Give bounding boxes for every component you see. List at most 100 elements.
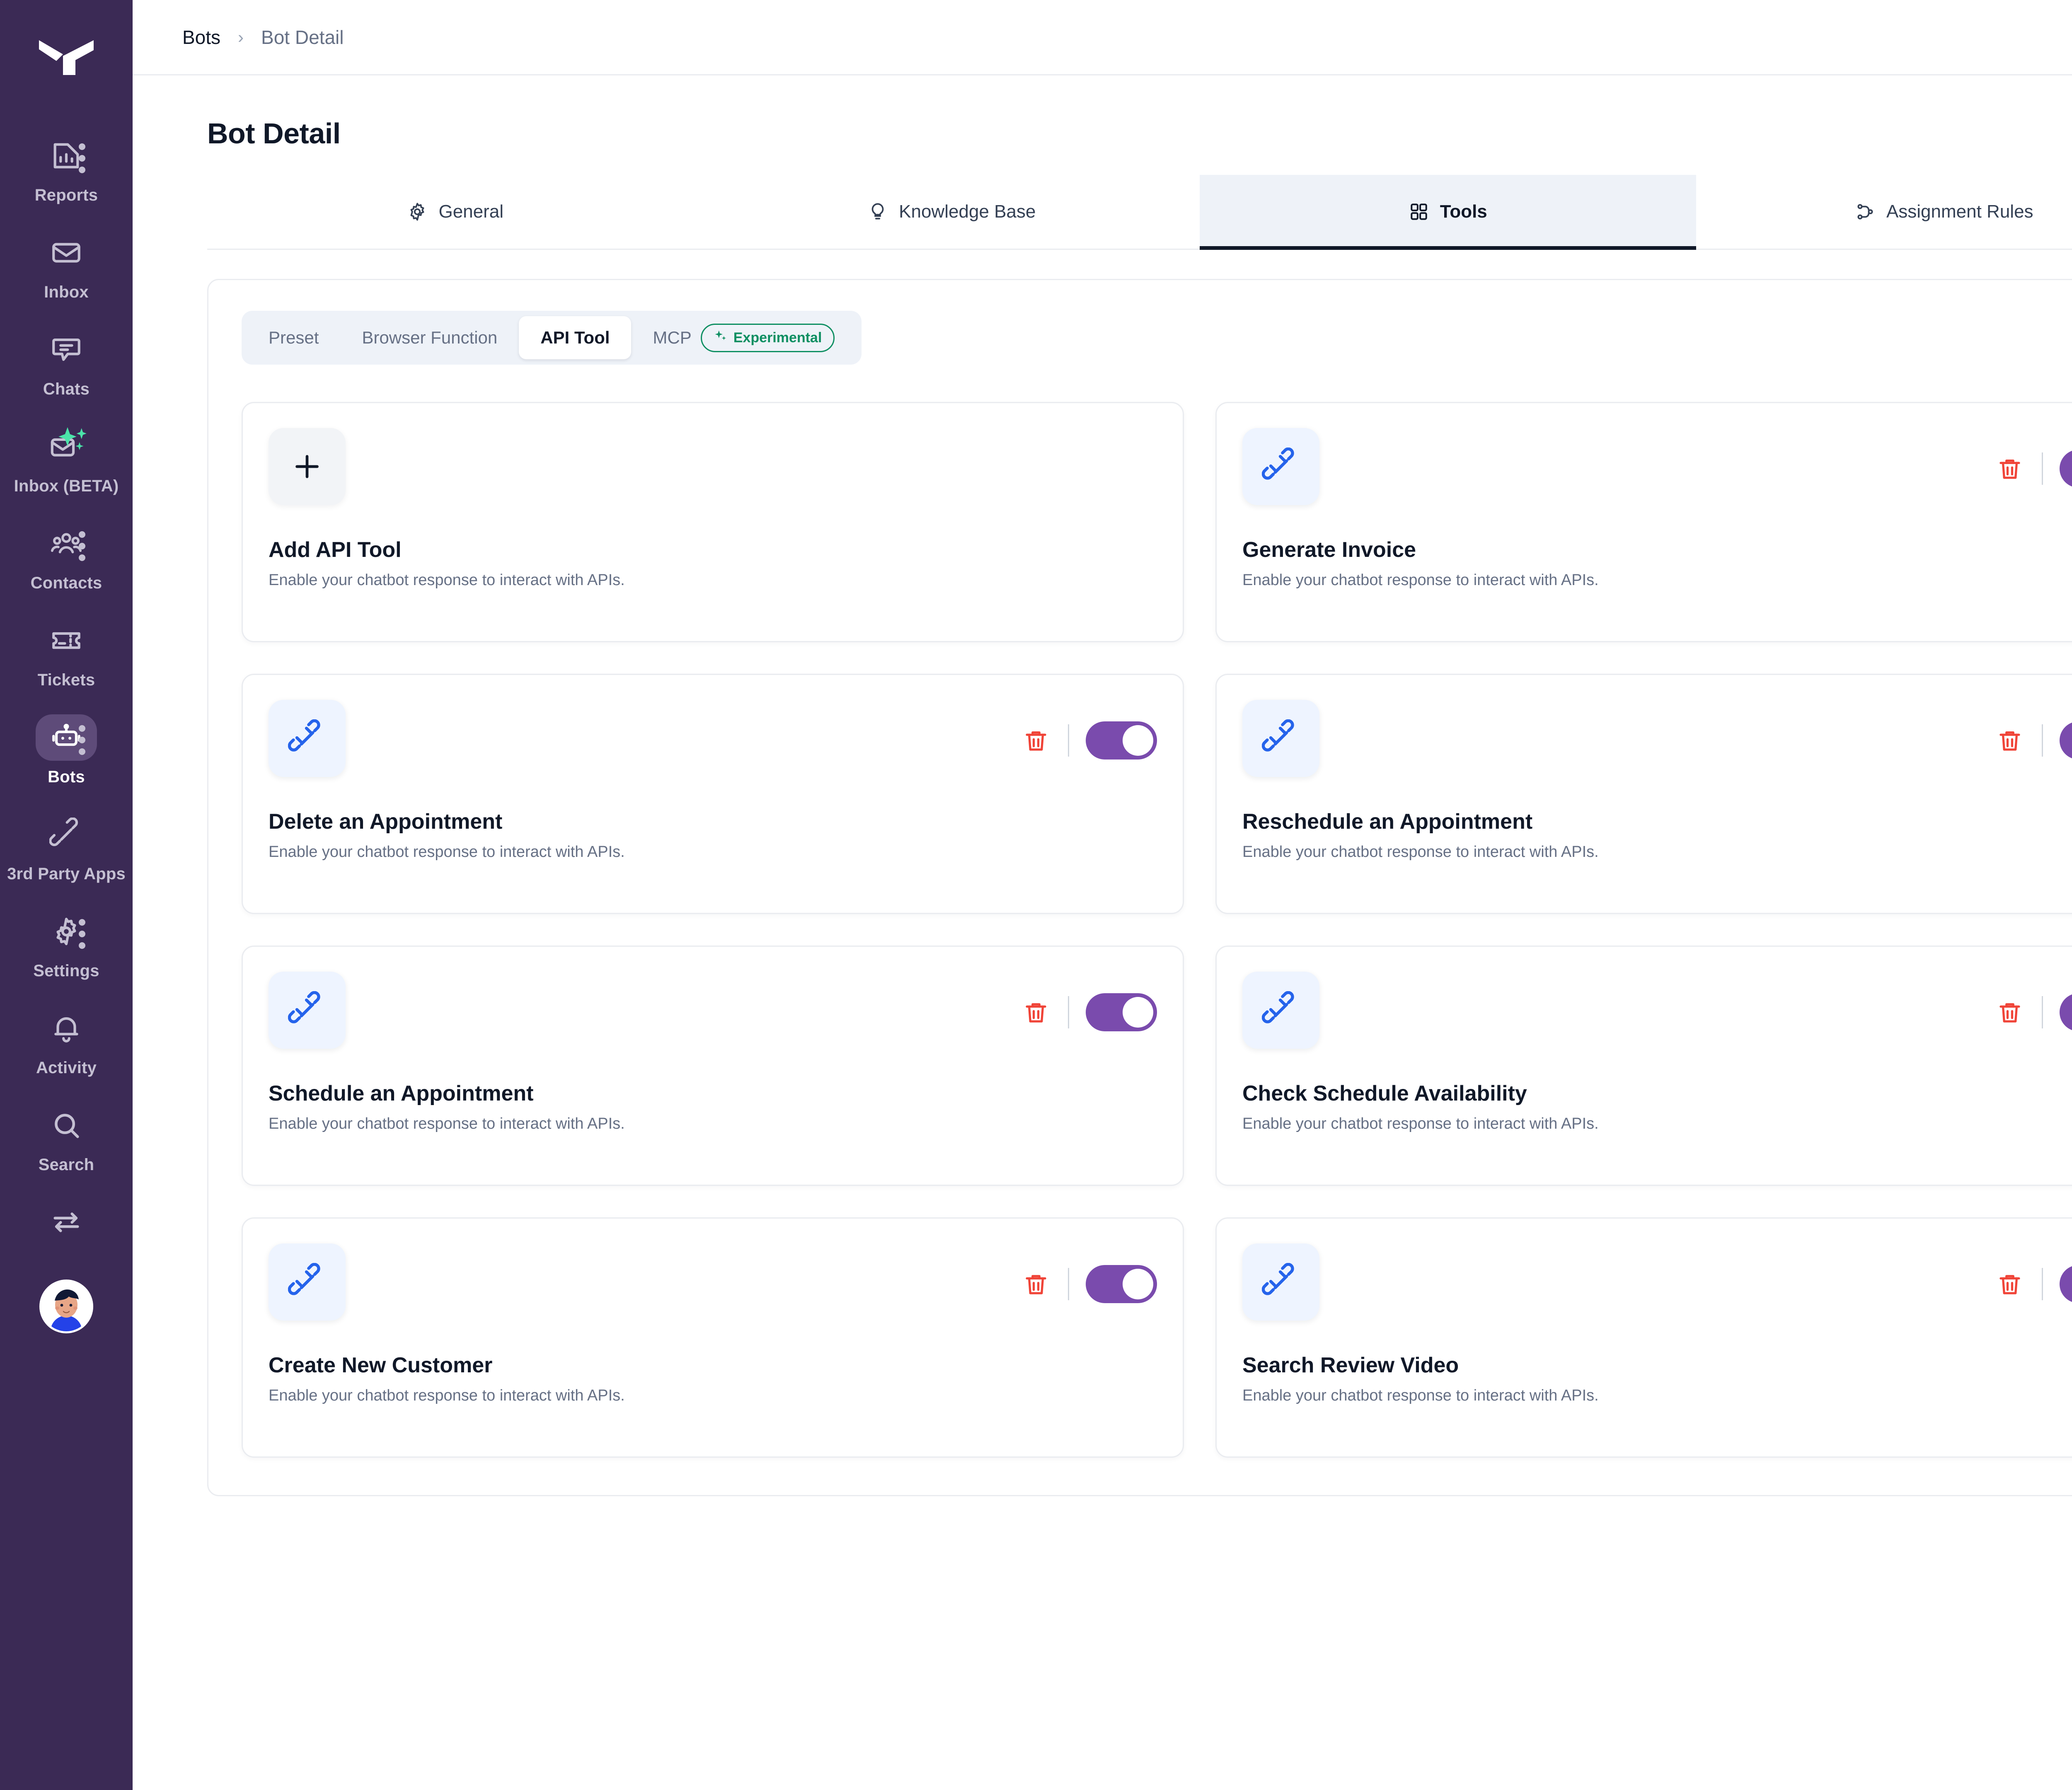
main-content: Bots › Bot Detail Bot Detail: [133, 0, 2072, 1790]
page-body: General Knowledge Base Tools: [133, 150, 2072, 1790]
sidebar-item-tickets[interactable]: Tickets: [0, 617, 133, 690]
page-header: Bot Detail: [133, 75, 2072, 150]
plug-icon: [36, 811, 97, 858]
plug-connector-icon: [1242, 700, 1319, 777]
sidebar-kebab-settings[interactable]: [79, 919, 85, 949]
tool-enable-toggle[interactable]: [1086, 993, 1157, 1031]
sidebar-item-bots[interactable]: Bots: [0, 714, 133, 787]
sidebar-item-label: Contacts: [30, 574, 102, 592]
sparkles-icon: [714, 329, 728, 347]
card-title: Generate Invoice: [1242, 538, 1416, 562]
chat-bubble-icon: [36, 327, 97, 373]
sidebar: Reports Inbox Chats: [0, 0, 133, 1790]
tab-label: General: [438, 201, 504, 222]
action-divider: [2042, 452, 2043, 485]
card-subtitle: Enable your chatbot response to interact…: [1242, 571, 1599, 589]
sidebar-item-search[interactable]: Search: [0, 1102, 133, 1175]
delete-tool-icon[interactable]: [1021, 725, 1051, 756]
tab-label: Tools: [1440, 201, 1487, 222]
tab-label: Assignment Rules: [1886, 201, 2033, 222]
card-title: Create New Customer: [269, 1353, 493, 1377]
sidebar-item-contacts[interactable]: Contacts: [0, 520, 133, 593]
card-subtitle: Enable your chatbot response to interact…: [1242, 843, 1599, 861]
card-title: Delete an Appointment: [269, 810, 503, 834]
card-title: Check Schedule Availability: [1242, 1081, 1527, 1105]
segment-label: API Tool: [540, 328, 610, 347]
sidebar-item-3rd-party-apps[interactable]: 3rd Party Apps: [0, 811, 133, 884]
tool-enable-toggle[interactable]: [1086, 721, 1157, 760]
ticket-icon: [36, 617, 97, 664]
sidebar-item-inbox[interactable]: Inbox: [0, 230, 133, 302]
tab-assignment-rules[interactable]: Assignment Rules: [1696, 175, 2072, 249]
sidebar-item-label: Bots: [48, 768, 85, 786]
breadcrumb-root[interactable]: Bots: [182, 26, 221, 48]
bot-detail-tabs: General Knowledge Base Tools: [207, 175, 2072, 250]
card-subtitle: Enable your chatbot response to interact…: [269, 1115, 625, 1132]
tab-general[interactable]: General: [207, 175, 704, 249]
sidebar-item-settings[interactable]: Settings: [0, 908, 133, 981]
tool-cards-grid: Add API Tool Enable your chatbot respons…: [242, 402, 2072, 1458]
segment-browser-function[interactable]: Browser Function: [340, 316, 519, 359]
sidebar-item-label: 3rd Party Apps: [7, 865, 126, 883]
plug-connector-icon: [269, 700, 346, 777]
sparkles-icon: [56, 425, 90, 461]
delete-tool-icon[interactable]: [1995, 1269, 2025, 1299]
segment-api-tool[interactable]: API Tool: [519, 316, 632, 359]
tool-enable-toggle[interactable]: [2060, 1265, 2072, 1303]
plug-connector-icon: [1242, 1243, 1319, 1321]
sidebar-item-label: Chats: [43, 380, 90, 398]
sidebar-kebab-reports[interactable]: [79, 143, 85, 173]
tool-enable-toggle[interactable]: [1086, 1265, 1157, 1303]
tool-card[interactable]: Reschedule an Appointment Enable your ch…: [1215, 674, 2072, 914]
card-subtitle: Enable your chatbot response to interact…: [269, 843, 625, 861]
breadcrumb: Bots › Bot Detail: [133, 0, 2072, 75]
sidebar-item-chats[interactable]: Chats: [0, 327, 133, 399]
card-title: Search Review Video: [1242, 1353, 1459, 1377]
add-api-tool-card[interactable]: Add API Tool Enable your chatbot respons…: [242, 402, 1184, 642]
sidebar-item-transfer[interactable]: [0, 1199, 133, 1246]
delete-tool-icon[interactable]: [1995, 997, 2025, 1028]
tool-card[interactable]: Schedule an Appointment Enable your chat…: [242, 946, 1184, 1186]
delete-tool-icon[interactable]: [1995, 453, 2025, 484]
tool-enable-toggle[interactable]: [2060, 721, 2072, 760]
delete-tool-icon[interactable]: [1995, 725, 2025, 756]
tool-card[interactable]: Delete an Appointment Enable your chatbo…: [242, 674, 1184, 914]
sidebar-item-label: Search: [38, 1156, 94, 1174]
segment-preset[interactable]: Preset: [247, 316, 340, 359]
tool-card[interactable]: Create New Customer Enable your chatbot …: [242, 1217, 1184, 1458]
tool-card[interactable]: Search Review Video Enable your chatbot …: [1215, 1217, 2072, 1458]
action-divider: [1068, 996, 1069, 1028]
tool-card[interactable]: Generate Invoice Enable your chatbot res…: [1215, 402, 2072, 642]
card-title: Reschedule an Appointment: [1242, 810, 1533, 834]
sidebar-item-activity[interactable]: Activity: [0, 1005, 133, 1078]
tool-card[interactable]: Check Schedule Availability Enable your …: [1215, 946, 2072, 1186]
experimental-badge-label: Experimental: [733, 329, 822, 346]
experimental-badge: Experimental: [700, 323, 835, 352]
avatar[interactable]: [39, 1280, 93, 1333]
tools-panel: Preset Browser Function API Tool MCP: [207, 279, 2072, 1496]
page-title: Bot Detail: [207, 117, 341, 150]
wing-logo-icon[interactable]: [30, 29, 103, 83]
segment-label: Preset: [269, 328, 319, 347]
action-divider: [2042, 724, 2043, 757]
tab-tools[interactable]: Tools: [1200, 175, 1696, 250]
sidebar-item-label: Activity: [36, 1059, 97, 1077]
segment-label: MCP: [653, 328, 692, 347]
delete-tool-icon[interactable]: [1021, 1269, 1051, 1299]
segment-mcp[interactable]: MCP Experimental: [631, 316, 856, 359]
sidebar-item-reports[interactable]: Reports: [0, 133, 133, 206]
sidebar-kebab-bots[interactable]: [79, 725, 85, 755]
left-column: General Knowledge Base Tools: [133, 150, 2072, 1790]
tab-knowledge-base[interactable]: Knowledge Base: [704, 175, 1200, 249]
card-title: Schedule an Appointment: [269, 1081, 534, 1105]
plus-icon: [269, 428, 346, 505]
card-subtitle: Enable your chatbot response to interact…: [269, 571, 625, 589]
tool-enable-toggle[interactable]: [2060, 450, 2072, 488]
delete-tool-icon[interactable]: [1021, 997, 1051, 1028]
tools-toolbar: Preset Browser Function API Tool MCP: [242, 311, 2072, 365]
tool-type-segmented-control: Preset Browser Function API Tool MCP: [242, 311, 862, 365]
tool-enable-toggle[interactable]: [2060, 993, 2072, 1031]
sidebar-item-inbox-beta[interactable]: Inbox (BETA): [0, 423, 133, 496]
sidebar-kebab-contacts[interactable]: [79, 531, 85, 561]
